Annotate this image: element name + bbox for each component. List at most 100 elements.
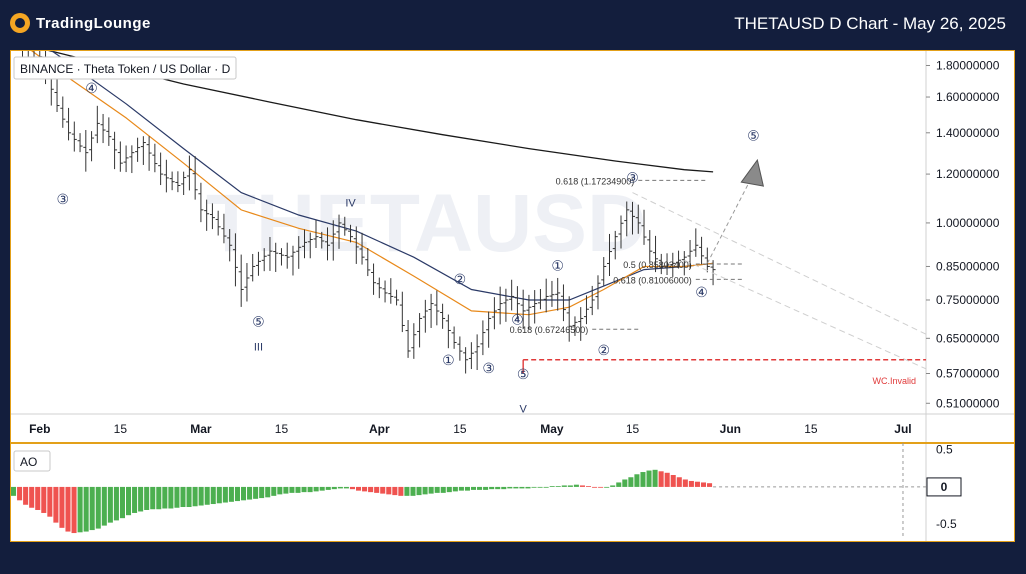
ohlc-bar [123,145,129,173]
ohlc-bar [175,171,181,193]
ao-bar [513,486,519,489]
ohlc-bar [676,250,682,269]
ao-bar [464,486,470,491]
ao-bar [301,486,307,493]
ao-bar [682,479,688,487]
wave-label: ① [442,352,455,368]
ao-bar [531,486,537,488]
ohlc-bar [319,231,325,249]
ohlc-bar [209,203,215,230]
ohlc-bar [451,326,457,349]
ohlc-bar [491,297,497,330]
ohlc-bar [382,280,388,303]
ao-bar [162,486,168,509]
ohlc-bar [267,236,273,271]
ohlc-bar [261,248,267,272]
ohlc-bar [555,277,561,311]
time-axis[interactable]: Feb 15 Mar 15 Apr 15 May 15 Jun 15 Jul [29,422,912,436]
ao-current-value-box [926,477,962,497]
ao-bar [240,486,247,501]
x-tick-label: May [540,422,564,436]
x-tick-label: Jul [894,422,911,436]
ohlc-bar [503,288,509,322]
fast-ema-line [22,43,714,316]
ao-bar [247,486,253,500]
ohlc-bar [371,263,377,295]
ohlc-bar [198,182,204,223]
ao-legend: AO [13,450,51,472]
logo-text: TradingLounge [36,14,151,32]
ao-bar [331,486,337,490]
x-tick-label: 15 [114,422,128,436]
ohlc-bar [169,171,175,191]
y-tick-label: 0.57000000 [936,366,1000,380]
price-axis[interactable]: 1.80000000 1.60000000 1.40000000 1.20000000… [926,58,1000,410]
symbol-watermark: THETAUSD [206,178,646,269]
ao-bar [543,486,549,488]
channel-upper-line [632,192,927,335]
mid-ema-line [22,30,714,301]
ao-bar [398,486,404,496]
ao-bar [156,486,162,510]
y-tick-label: 1.60000000 [936,90,1000,104]
ohlc-bar [342,216,348,236]
page-title: THETAUSD D Chart - May 26, 2025 [734,14,1006,33]
ohlc-bar [54,78,60,112]
ohlc-bar [549,280,555,307]
y-tick-label: 0.65000000 [936,331,1000,345]
ao-bar [23,486,29,505]
ohlc-bar [186,155,192,191]
ohlc-bar [641,209,647,245]
ohlc-bar [296,236,302,269]
ao-bar [150,486,156,510]
awesome-oscillator-pane[interactable]: 0.5 0 -0.5 [11,443,962,539]
ohlc-bar [434,290,440,326]
logo-icon [10,13,30,33]
ohlc-bar [238,254,244,307]
ao-bar [186,486,192,508]
ohlc-bar [474,334,480,371]
ao-bar [289,486,295,493]
ao-bar [555,486,561,487]
y-tick-label: 1.40000000 [936,126,1000,140]
chart-panel[interactable]: THETAUSD 0.618 (1.17234900) 0.5 (0.858024… [10,30,1015,542]
ohlc-bar [112,131,118,170]
ao-bar [259,486,265,499]
ohlc-bar [417,313,423,348]
ohlc-bar [635,204,641,234]
ohlc-bar [365,248,371,277]
ohlc-bar [612,230,618,260]
invalidation-label: WC.Invalid [872,376,916,386]
ohlc-bar [146,136,152,171]
ohlc-bar [83,129,89,172]
ao-bar [198,486,204,506]
wave-label: ⑤ [517,366,530,382]
ohlc-bar [89,131,95,162]
ao-bar [579,485,585,487]
ohlc-bar [618,215,624,249]
ohlc-bar [394,289,400,306]
ohlc-bar [670,252,676,278]
ao-bar [694,481,700,487]
ohlc-bar [497,286,503,325]
ao-bar [592,486,598,488]
ohlc-bar [313,219,319,248]
ohlc-bar [152,143,158,173]
ao-bar [604,486,610,488]
ao-bar [204,486,210,505]
ao-bar [507,486,513,489]
ao-bar [483,486,489,490]
ohlc-bar [606,233,612,277]
y-tick-label: 1.80000000 [936,58,1000,72]
ohlc-bar [204,199,210,231]
ohlc-bar [428,293,434,328]
ao-bar [380,486,386,494]
ao-bar [271,486,277,496]
ao-tick-label: -0.5 [936,517,957,531]
price-chart[interactable]: THETAUSD 0.618 (1.17234900) 0.5 (0.858024… [11,30,1014,541]
ao-bar [573,484,579,487]
ohlc-bar [624,201,630,237]
ao-bar [634,474,640,487]
ao-bar [222,486,228,503]
ohlc-bar [290,245,296,276]
